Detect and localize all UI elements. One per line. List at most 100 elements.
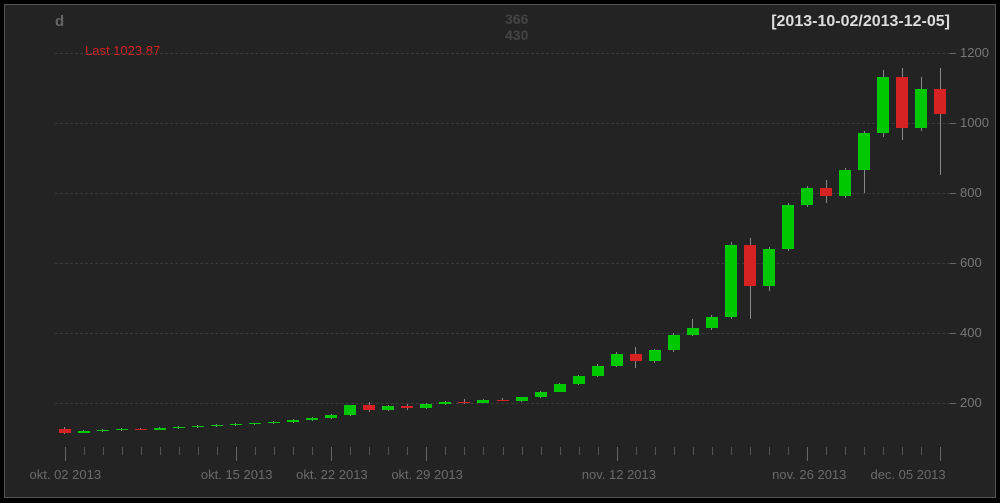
x-tick-minor xyxy=(198,447,199,455)
candle-body xyxy=(325,415,337,417)
candle-body xyxy=(516,397,528,401)
x-tick-minor xyxy=(141,447,142,455)
x-tick-minor xyxy=(674,447,675,455)
x-tick-minor xyxy=(541,447,542,455)
x-tick-minor xyxy=(560,447,561,455)
x-tick-minor xyxy=(312,447,313,455)
x-tick-label: okt. 29 2013 xyxy=(391,467,463,482)
candle-body xyxy=(306,418,318,421)
x-tick-minor xyxy=(864,447,865,455)
overlay-number-1: 366 xyxy=(505,11,528,27)
grid-line xyxy=(55,333,950,335)
candle-body xyxy=(154,428,166,429)
candle-body xyxy=(344,405,356,415)
y-tick-label: 200 xyxy=(960,395,982,410)
candle-body xyxy=(934,89,946,114)
x-tick-minor xyxy=(350,447,351,455)
x-tick-minor xyxy=(407,447,408,455)
x-tick-major xyxy=(236,447,237,461)
x-tick-minor xyxy=(826,447,827,455)
x-tick-minor xyxy=(274,447,275,455)
candle-body xyxy=(839,170,851,196)
x-tick-minor xyxy=(445,447,446,455)
candle-wick xyxy=(940,68,941,175)
candle-body xyxy=(497,400,509,401)
candle-body xyxy=(535,392,547,398)
x-tick-label: nov. 12 2013 xyxy=(582,467,656,482)
x-tick-minor xyxy=(788,447,789,455)
grid-line xyxy=(55,403,950,405)
candle-body xyxy=(782,205,794,249)
candle-body xyxy=(78,431,90,433)
x-tick-minor xyxy=(845,447,846,455)
candle-body xyxy=(801,188,813,204)
candle-body xyxy=(401,406,413,408)
y-tick xyxy=(950,123,956,124)
y-tick-label: 1200 xyxy=(960,45,989,60)
candle-body xyxy=(896,77,908,128)
x-tick-minor xyxy=(712,447,713,455)
chart-frame: d [2013-10-02/2013-12-05] Last 1023.87 3… xyxy=(4,4,996,498)
candle-body xyxy=(135,429,147,430)
grid-line xyxy=(55,193,950,195)
y-tick xyxy=(950,193,956,194)
x-tick-minor xyxy=(598,447,599,455)
candle-body xyxy=(192,426,204,427)
x-tick-minor xyxy=(122,447,123,455)
grid-line xyxy=(55,123,950,125)
candle-body xyxy=(763,249,775,286)
x-tick-minor xyxy=(522,447,523,455)
candle-body xyxy=(877,77,889,133)
date-range-label: [2013-10-02/2013-12-05] xyxy=(771,13,950,31)
candle-body xyxy=(382,406,394,410)
candle-body xyxy=(611,354,623,366)
y-tick-label: 400 xyxy=(960,325,982,340)
x-tick-minor xyxy=(750,447,751,455)
candle-body xyxy=(858,133,870,170)
y-tick-label: 600 xyxy=(960,255,982,270)
candle-body xyxy=(668,335,680,351)
candle-body xyxy=(249,423,261,424)
x-tick-minor xyxy=(769,447,770,455)
candle-body xyxy=(363,405,375,410)
x-tick-label: nov. 26 2013 xyxy=(772,467,846,482)
x-tick-label: okt. 02 2013 xyxy=(30,467,102,482)
x-tick-minor xyxy=(369,447,370,455)
x-tick-minor xyxy=(503,447,504,455)
candle-body xyxy=(477,400,489,402)
x-tick-minor xyxy=(388,447,389,455)
y-tick xyxy=(950,333,956,334)
grid-line xyxy=(55,263,950,265)
x-tick-minor xyxy=(293,447,294,455)
candle-body xyxy=(630,354,642,361)
x-tick-minor xyxy=(103,447,104,455)
candle-body xyxy=(97,430,109,431)
grid-line xyxy=(55,53,950,55)
x-tick-minor xyxy=(217,447,218,455)
candle-body xyxy=(173,427,185,428)
candle-body xyxy=(915,89,927,128)
x-tick-minor xyxy=(693,447,694,455)
candle-body xyxy=(554,384,566,392)
x-tick-label: okt. 22 2013 xyxy=(296,467,368,482)
x-tick-major xyxy=(331,447,332,461)
y-tick-label: 1000 xyxy=(960,115,989,130)
x-tick-minor xyxy=(579,447,580,455)
x-tick-minor xyxy=(902,447,903,455)
x-tick-minor xyxy=(883,447,884,455)
candle-body xyxy=(268,422,280,423)
x-tick-minor xyxy=(636,447,637,455)
candle-body xyxy=(687,328,699,335)
x-tick-minor xyxy=(255,447,256,455)
candle-body xyxy=(116,429,128,430)
candle-body xyxy=(706,317,718,328)
candle-body xyxy=(211,425,223,426)
candle-body xyxy=(573,376,585,384)
x-tick-minor xyxy=(179,447,180,455)
x-tick-major xyxy=(807,447,808,461)
y-tick-label: 800 xyxy=(960,185,982,200)
candle-body xyxy=(287,420,299,421)
x-tick-minor xyxy=(464,447,465,455)
candle-body xyxy=(592,366,604,376)
x-tick-minor xyxy=(483,447,484,455)
